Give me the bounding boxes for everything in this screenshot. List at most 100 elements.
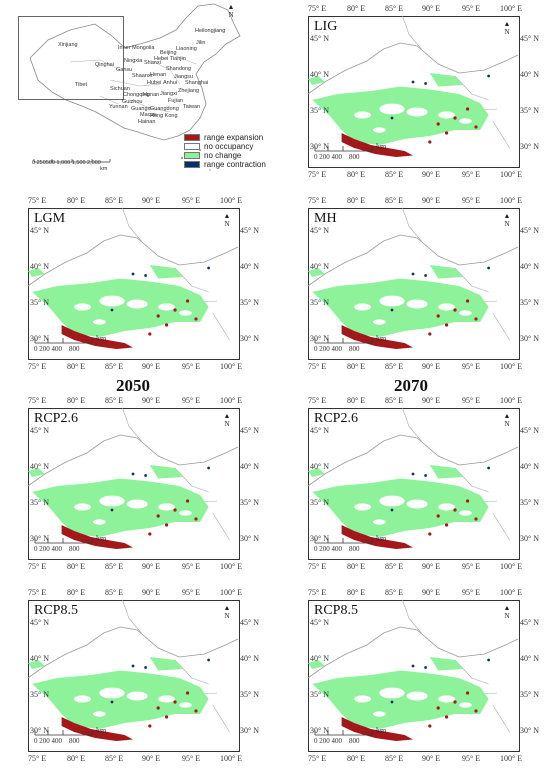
lat-tick-label: 45° N xyxy=(240,426,259,435)
no-occupancy-patch xyxy=(373,319,386,325)
scalebar-label: 800 xyxy=(349,345,360,353)
province-label: Shanxi xyxy=(144,60,161,66)
lat-tick-label: 30° N xyxy=(520,334,539,343)
lat-tick-label: 35° N xyxy=(520,690,539,699)
range-contraction-spot xyxy=(411,472,415,476)
lon-tick-label: 100° E xyxy=(220,396,243,405)
lon-tick-label: 75° E xyxy=(28,196,47,205)
range-expansion-spot xyxy=(466,691,470,695)
lon-tick-label: 95° E xyxy=(462,196,481,205)
range-contraction-spot xyxy=(390,700,394,704)
range-contraction-spot xyxy=(390,508,394,512)
lon-tick-label: 95° E xyxy=(462,362,481,371)
lon-tick-label: 100° E xyxy=(500,754,523,763)
lat-tick-label: 40° N xyxy=(310,654,329,663)
lat-tick-label: 35° N xyxy=(310,690,329,699)
lon-tick-label: 100° E xyxy=(220,362,243,371)
range-expansion-spot xyxy=(445,523,449,527)
no-occupancy-patch xyxy=(459,510,472,516)
scalebar xyxy=(314,146,373,152)
lon-tick-label: 75° E xyxy=(308,754,327,763)
country-boundary xyxy=(27,434,239,487)
scalebar-label: 0 xyxy=(314,545,318,553)
range-expansion-spot xyxy=(453,116,457,120)
province-label: Qinghai xyxy=(95,62,114,68)
no-occupancy-patch xyxy=(459,118,472,124)
lat-tick-label: 45° N xyxy=(520,426,539,435)
lon-tick-label: 100° E xyxy=(220,196,243,205)
overview-scale-labels: 0 250500 1,000 1,500 2,000 xyxy=(32,160,101,166)
range-contraction-spot xyxy=(207,658,211,662)
no-change-patch xyxy=(149,657,184,671)
range-expansion-spot xyxy=(186,691,190,695)
no-change-region xyxy=(32,278,209,337)
province-label: Guangxi xyxy=(131,106,152,112)
range-expansion-spot xyxy=(453,308,457,312)
range-contraction-spot xyxy=(110,308,114,312)
lon-tick-label: 85° E xyxy=(385,562,404,571)
lon-tick-label: 95° E xyxy=(462,4,481,13)
range-expansion-region xyxy=(61,325,133,349)
no-occupancy-patch xyxy=(354,695,371,703)
lon-tick-label: 100° E xyxy=(500,196,523,205)
scalebar-label: 200 400 xyxy=(319,345,342,353)
no-occupancy-patch xyxy=(126,299,148,309)
scalebar-unit: km xyxy=(376,334,387,343)
range-expansion-spot xyxy=(173,308,177,312)
no-change-region xyxy=(312,478,489,537)
province-label: Gansu xyxy=(116,67,133,73)
lat-tick-label: 45° N xyxy=(30,618,49,627)
lon-tick-label: 100° E xyxy=(220,562,243,571)
province-boundary xyxy=(122,407,230,541)
scalebar-labels: 0 200 400 800 xyxy=(34,737,80,745)
no-change-patch xyxy=(429,73,464,87)
lon-tick-label: 100° E xyxy=(500,362,523,371)
scalebar xyxy=(34,730,93,736)
north-label: N xyxy=(504,28,510,36)
no-occupancy-patch xyxy=(406,299,428,309)
lon-tick-label: 85° E xyxy=(385,588,404,597)
lon-tick-label: 80° E xyxy=(67,196,86,205)
range-contraction-spot xyxy=(144,274,147,277)
province-label: Taiwan xyxy=(183,104,201,110)
lat-tick-label: 30° N xyxy=(310,726,329,735)
no-occupancy-patch xyxy=(373,127,386,133)
no-occupancy-patch xyxy=(74,695,91,703)
north-arrow-icon: ▲ N xyxy=(222,604,232,620)
legend-item-range-expansion: range expansion xyxy=(184,133,263,142)
range-contraction-spot xyxy=(207,466,211,470)
range-expansion-spot xyxy=(474,709,478,713)
map-svg xyxy=(27,599,239,741)
lat-tick-label: 35° N xyxy=(240,690,259,699)
scalebar-unit: km xyxy=(96,534,107,543)
map-panel: 75° E 75° E 80° E 80° E 85° E 85° E 90° E 90° E… xyxy=(284,196,546,372)
range-contraction-spot xyxy=(487,74,490,78)
range-contraction-spot xyxy=(390,116,394,120)
no-change-patch xyxy=(308,268,325,277)
panel-title: RCP2.6 xyxy=(314,411,358,426)
lon-tick-label: 85° E xyxy=(385,4,404,13)
legend-swatch xyxy=(184,161,200,169)
lon-tick-label: 75° E xyxy=(308,562,327,571)
range-contraction-spot xyxy=(487,466,490,470)
lon-tick-label: 100° E xyxy=(500,4,523,13)
lon-tick-label: 80° E xyxy=(347,170,366,179)
lat-tick-label: 40° N xyxy=(520,654,539,663)
panel-title: LIG xyxy=(314,19,338,34)
range-expansion-spot xyxy=(173,700,177,704)
province-label: Chongqing xyxy=(123,92,150,98)
lon-tick-label: 90° E xyxy=(422,588,441,597)
lon-tick-label: 90° E xyxy=(142,362,161,371)
lon-tick-label: 90° E xyxy=(142,588,161,597)
scalebar-label: 0 xyxy=(34,545,38,553)
range-expansion-spot xyxy=(186,299,190,303)
lat-tick-label: 30° N xyxy=(310,142,329,151)
panel-title: RCP8.5 xyxy=(34,603,78,618)
lon-tick-label: 80° E xyxy=(347,196,366,205)
province-label: Liaoning xyxy=(176,46,197,52)
lon-tick-label: 75° E xyxy=(28,754,47,763)
province-label: Jilin xyxy=(196,40,206,46)
range-contraction-spot xyxy=(390,308,394,312)
range-expansion-region xyxy=(61,717,133,741)
panel-title: LGM xyxy=(34,211,66,226)
